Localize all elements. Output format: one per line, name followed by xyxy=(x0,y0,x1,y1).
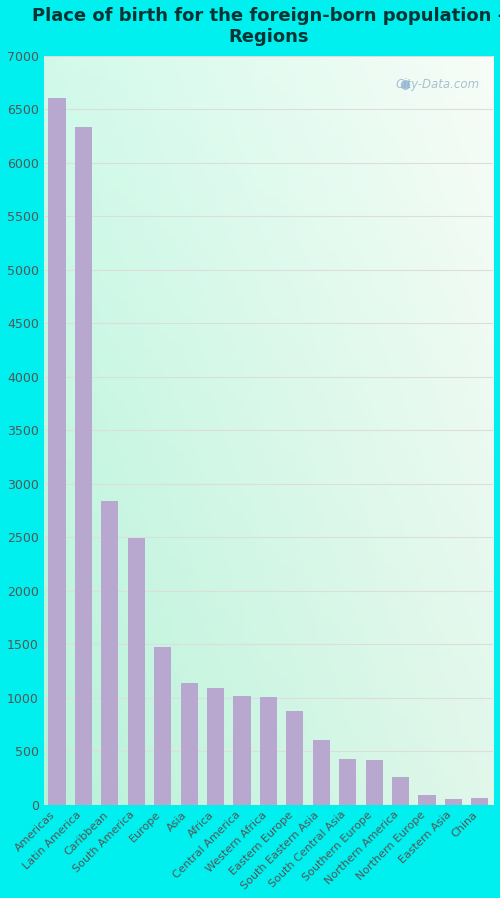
Bar xyxy=(312,741,330,805)
Bar xyxy=(180,682,198,805)
Bar xyxy=(260,697,277,805)
Bar xyxy=(102,501,118,805)
Bar xyxy=(154,647,172,805)
Bar xyxy=(418,795,436,805)
Bar xyxy=(207,688,224,805)
Bar xyxy=(392,777,409,805)
Bar xyxy=(339,759,356,805)
Bar xyxy=(472,797,488,805)
Bar xyxy=(234,696,250,805)
Bar xyxy=(445,799,462,805)
Bar xyxy=(128,538,145,805)
Title: Place of birth for the foreign-born population -
Regions: Place of birth for the foreign-born popu… xyxy=(32,7,500,46)
Bar xyxy=(366,760,382,805)
Text: ●: ● xyxy=(399,77,410,91)
Bar xyxy=(286,710,304,805)
Bar xyxy=(75,128,92,805)
Text: City-Data.com: City-Data.com xyxy=(396,78,479,91)
Bar xyxy=(48,99,66,805)
